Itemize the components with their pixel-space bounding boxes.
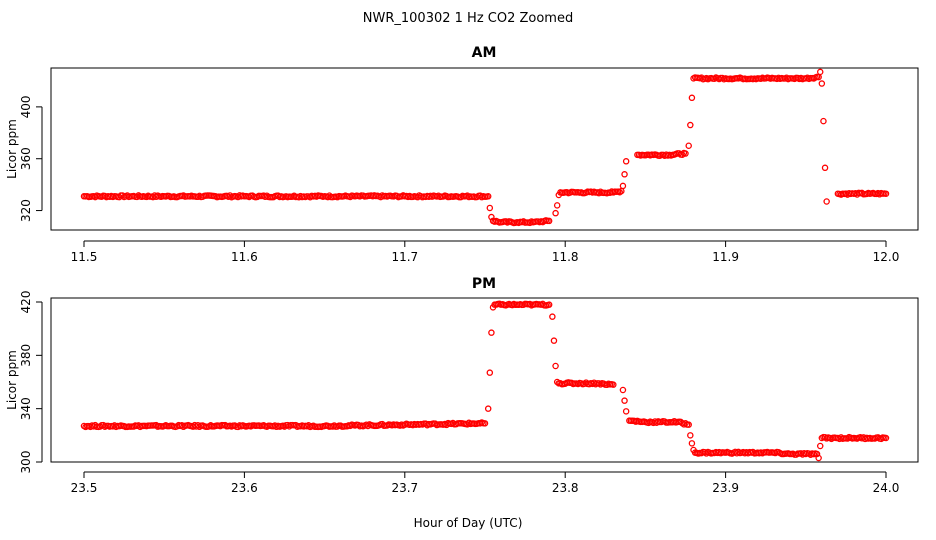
pm-data-point <box>488 329 495 336</box>
pm-y-axis: 300 340 380 420 <box>19 291 43 474</box>
pm-plot-frame <box>50 297 919 463</box>
pm-x-tick-label: 23.7 <box>391 481 418 495</box>
am-x-tick-label: 11.8 <box>552 250 579 264</box>
am-x-tick-label: 11.5 <box>71 250 98 264</box>
am-y-tick-label: 320 <box>19 199 33 222</box>
am-data-points <box>80 68 890 227</box>
pm-data-point <box>682 419 689 427</box>
am-data-point <box>552 209 559 217</box>
am-x-tick-label: 11.7 <box>391 250 418 264</box>
pm-y-tick-label: 300 <box>19 451 33 474</box>
am-data-point <box>545 217 553 225</box>
pm-data-point <box>687 432 694 439</box>
am-x-tick-label: 12.0 <box>873 250 900 264</box>
am-y-tick-label: 400 <box>19 95 33 118</box>
am-x-tick-label: 11.9 <box>712 250 739 264</box>
pm-data-point <box>550 337 558 344</box>
am-data-point <box>486 204 494 212</box>
am-plot-frame <box>50 67 919 231</box>
chart-main-title: NWR_100302 1 Hz CO2 Zoomed <box>363 11 573 26</box>
pm-y-tick-label: 420 <box>19 291 33 314</box>
am-data-point <box>685 142 692 150</box>
am-panel: AM Licor ppm 11.5 11.6 11.7 11.8 11.9 12.0 32… <box>5 45 919 264</box>
pm-x-axis: 23.5 23.6 23.7 23.8 23.9 24.0 <box>71 471 900 495</box>
pm-data-point <box>882 434 890 442</box>
pm-data-point <box>549 313 556 320</box>
am-data-point <box>679 151 686 158</box>
pm-data-point <box>619 386 627 394</box>
pm-data-point <box>610 381 617 388</box>
pm-panel: PM Licor ppm 23.5 23.6 23.7 23.8 23.9 24.0 30… <box>5 276 919 495</box>
am-data-point <box>553 202 561 209</box>
pm-data-point <box>552 362 559 370</box>
pm-x-tick-label: 23.5 <box>71 481 98 495</box>
x-axis-label: Hour of Day (UTC) <box>414 516 523 530</box>
pm-data-point <box>481 420 489 427</box>
am-y-axis: 320 360 400 <box>19 95 43 222</box>
am-data-point <box>488 213 495 221</box>
am-data-point <box>820 117 827 125</box>
pm-data-point <box>484 405 492 412</box>
am-data-point <box>622 158 630 165</box>
am-data-point <box>687 121 694 129</box>
pm-data-point <box>621 397 628 404</box>
pm-y-tick-label: 380 <box>19 344 33 367</box>
am-data-point <box>818 80 826 87</box>
am-y-axis-label: Licor ppm <box>5 119 19 179</box>
pm-y-tick-label: 340 <box>19 397 33 420</box>
am-panel-title: AM <box>472 45 497 61</box>
am-data-point <box>484 193 492 200</box>
pm-panel-title: PM <box>472 276 496 292</box>
am-data-point <box>682 150 689 157</box>
pm-x-tick-label: 24.0 <box>873 481 900 495</box>
am-data-point <box>816 68 824 76</box>
am-data-point <box>821 164 829 172</box>
am-data-point <box>688 94 696 102</box>
pm-y-axis-label: Licor ppm <box>5 350 19 410</box>
pm-data-points <box>80 300 890 462</box>
pm-data-point <box>545 301 553 308</box>
am-y-tick-label: 360 <box>19 147 33 170</box>
pm-data-point <box>815 454 822 462</box>
am-data-point <box>823 198 830 205</box>
pm-data-point <box>622 408 630 415</box>
am-x-tick-label: 11.6 <box>231 250 258 264</box>
am-x-axis: 11.5 11.6 11.7 11.8 11.9 12.0 <box>71 240 900 264</box>
pm-data-point <box>685 421 692 428</box>
am-data-point <box>619 182 627 190</box>
am-data-point <box>882 190 890 197</box>
pm-x-tick-label: 23.8 <box>552 481 579 495</box>
pm-data-point <box>816 442 824 450</box>
pm-data-point <box>688 440 696 447</box>
am-data-point <box>621 171 628 178</box>
pm-x-tick-label: 23.9 <box>712 481 739 495</box>
pm-x-tick-label: 23.6 <box>231 481 258 495</box>
pm-data-point <box>486 369 494 376</box>
